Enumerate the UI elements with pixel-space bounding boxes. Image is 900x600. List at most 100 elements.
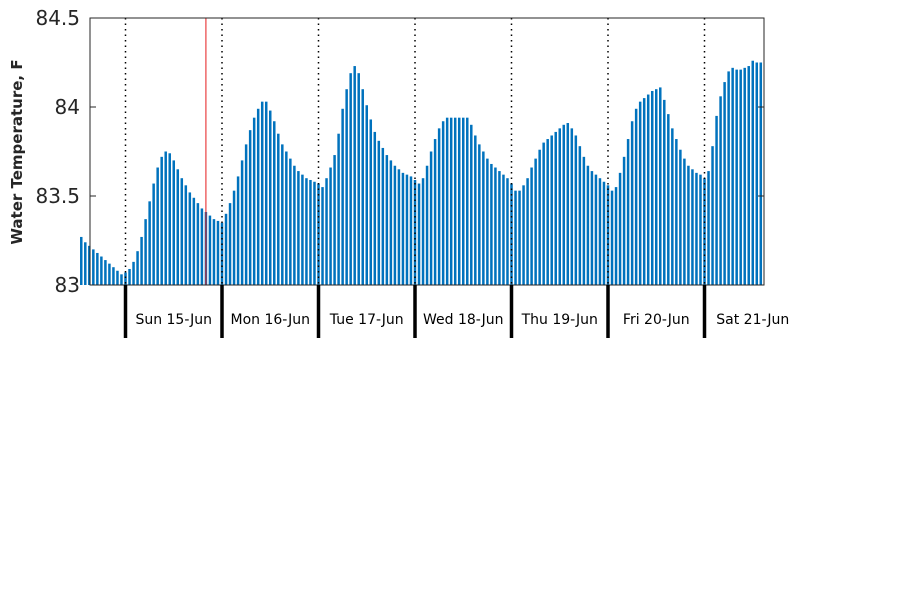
bar xyxy=(244,144,248,285)
y-ticks: 83 83.5 84 84.5 xyxy=(35,6,764,297)
bar xyxy=(650,90,654,285)
bar xyxy=(494,167,497,285)
bar xyxy=(413,179,417,285)
bar xyxy=(321,187,324,285)
day-labels: Sun 15-Jun Mon 16-Jun Tue 17-Jun Wed 18-Jun… xyxy=(135,312,789,328)
bar xyxy=(281,144,284,285)
bar xyxy=(594,174,598,285)
bar xyxy=(112,267,115,285)
bar xyxy=(606,185,610,285)
bar xyxy=(184,185,188,285)
bar xyxy=(667,114,670,286)
day-label: Wed 18-Jun xyxy=(423,312,504,328)
bar xyxy=(638,101,642,285)
bar xyxy=(317,183,320,285)
bar xyxy=(297,171,300,285)
bar xyxy=(743,67,746,285)
bar xyxy=(470,124,473,285)
bar xyxy=(156,167,159,285)
bar xyxy=(240,160,244,285)
bar xyxy=(727,71,730,286)
bar xyxy=(337,133,340,285)
bar xyxy=(377,140,381,285)
bar xyxy=(719,96,722,285)
bar xyxy=(128,268,131,285)
bar xyxy=(405,174,409,285)
day-label: Sun 15-Jun xyxy=(135,312,212,328)
bar xyxy=(610,190,614,285)
bar xyxy=(285,151,288,285)
bar xyxy=(703,178,706,285)
bar xyxy=(759,62,763,285)
bar xyxy=(172,160,175,285)
bar xyxy=(466,117,469,286)
bar xyxy=(397,169,401,285)
bar xyxy=(289,158,292,285)
bar xyxy=(663,99,666,285)
bar xyxy=(522,185,525,285)
bar xyxy=(80,236,83,285)
bar xyxy=(449,117,453,286)
bar xyxy=(642,98,646,285)
bar xyxy=(534,158,537,285)
bar xyxy=(269,110,272,285)
bar xyxy=(116,270,119,285)
bar xyxy=(409,176,413,285)
bar xyxy=(136,251,139,285)
bar xyxy=(715,115,718,286)
bar xyxy=(92,249,95,285)
bar xyxy=(124,272,127,285)
bar xyxy=(626,139,630,285)
bar xyxy=(486,158,489,285)
bar xyxy=(188,192,192,285)
bar xyxy=(578,146,582,285)
bar xyxy=(570,128,574,285)
bar xyxy=(518,190,521,285)
bar xyxy=(462,117,465,286)
bar xyxy=(695,172,698,285)
bar xyxy=(260,101,264,285)
bar xyxy=(220,222,224,285)
bar xyxy=(120,274,123,285)
bar xyxy=(675,139,678,285)
y-tick-label: 83.5 xyxy=(35,184,80,208)
bar xyxy=(457,117,461,286)
bar xyxy=(699,174,702,285)
day-label: Sat 21-Jun xyxy=(716,312,789,328)
y-tick-label: 84.5 xyxy=(35,6,80,30)
bar xyxy=(731,67,734,285)
day-separators xyxy=(123,285,707,338)
bar xyxy=(192,197,196,285)
bar xyxy=(417,183,421,285)
bar xyxy=(357,73,360,286)
bar xyxy=(180,178,184,285)
bar xyxy=(751,60,754,285)
day-label: Fri 20-Jun xyxy=(623,312,690,328)
bar xyxy=(168,153,171,285)
bar xyxy=(433,139,437,285)
bar xyxy=(691,169,694,285)
bar xyxy=(301,174,304,285)
bar xyxy=(425,165,429,285)
bar xyxy=(514,190,517,285)
bar xyxy=(723,82,726,285)
bar xyxy=(530,167,533,285)
bar xyxy=(707,171,710,285)
bar xyxy=(550,135,553,285)
bar xyxy=(381,147,385,285)
bar xyxy=(369,119,373,286)
bar xyxy=(248,130,252,285)
bar xyxy=(478,144,481,285)
bar xyxy=(164,151,167,285)
bar xyxy=(562,124,566,285)
bar xyxy=(582,156,586,285)
bar xyxy=(598,178,602,285)
bar xyxy=(687,165,690,285)
bar xyxy=(385,155,389,285)
bar xyxy=(453,117,457,286)
bar xyxy=(437,128,441,285)
y-axis-title: Water Temperature, F xyxy=(8,59,26,244)
bar xyxy=(373,131,377,285)
bar xyxy=(482,151,485,285)
bar xyxy=(739,69,742,286)
